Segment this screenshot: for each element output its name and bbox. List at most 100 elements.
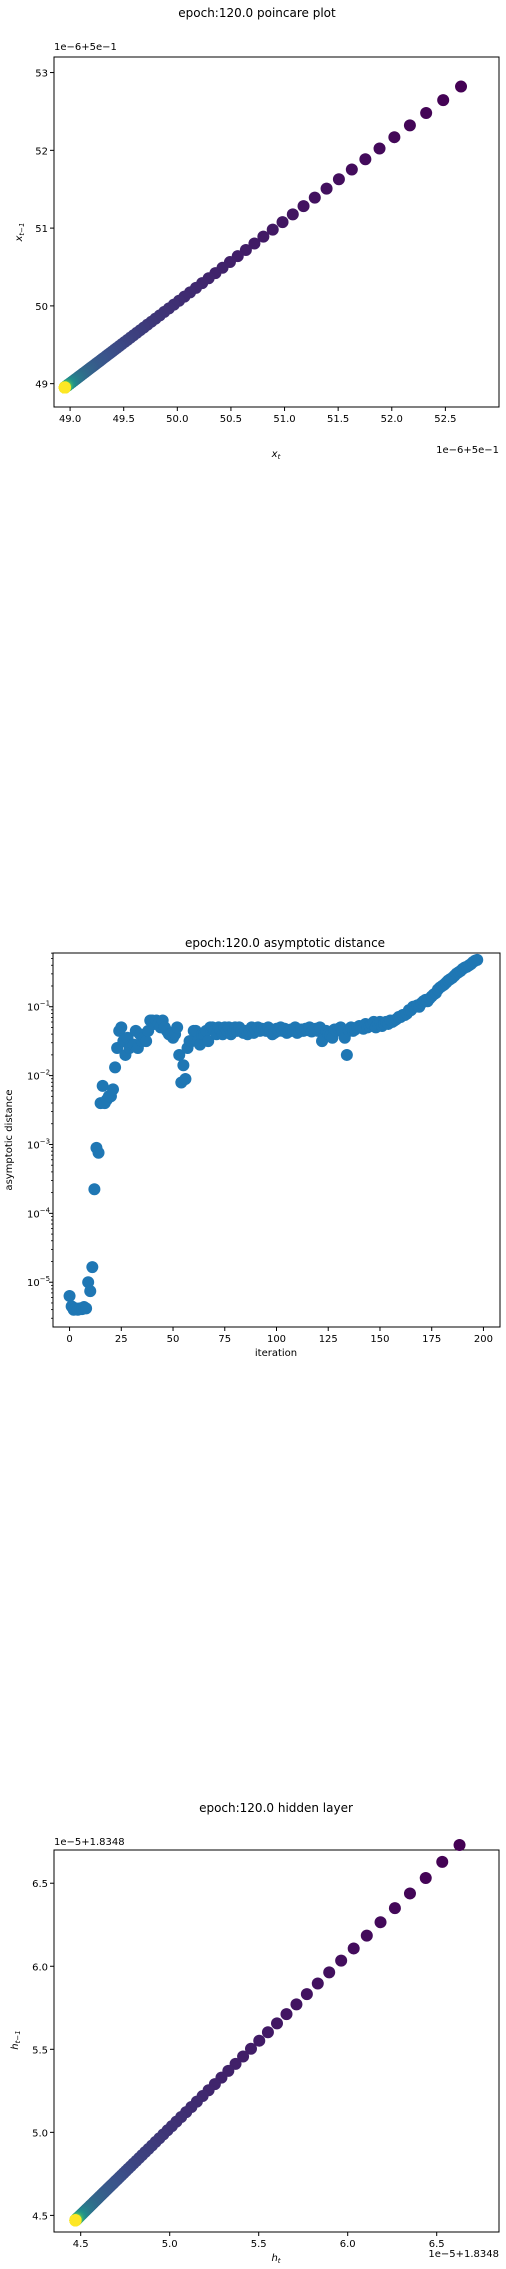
x-tick-label: 25 — [115, 1334, 128, 1345]
data-point — [437, 94, 450, 107]
data-point — [311, 1977, 324, 1990]
data-point — [286, 208, 299, 221]
x-tick-label: 100 — [267, 1334, 286, 1345]
data-point — [340, 1048, 353, 1061]
x-tick-label: 51.0 — [273, 414, 295, 425]
data-point — [388, 131, 401, 144]
plot-frame — [53, 1849, 500, 2233]
data-point — [471, 953, 484, 966]
y-tick-label: 4.5 — [32, 2211, 48, 2222]
data-point — [177, 1059, 190, 1072]
y-tick-label: 6.5 — [32, 1879, 48, 1890]
y-tick-label: 10−3 — [27, 1137, 50, 1151]
x-axis-label: iteration — [255, 1348, 297, 1359]
data-point — [320, 182, 333, 195]
data-point — [276, 216, 289, 229]
data-point — [80, 1302, 93, 1315]
data-point — [335, 1954, 348, 1967]
data-point — [69, 2214, 82, 2227]
x-tick-label: 150 — [370, 1334, 389, 1345]
y-tick-label: 50 — [35, 302, 48, 313]
data-point — [388, 1902, 401, 1915]
data-point — [248, 237, 261, 250]
x-tick-label: 200 — [474, 1334, 493, 1345]
data-point — [63, 1290, 76, 1303]
x-axis-label: xt — [271, 449, 281, 461]
y-tick-label: 10−2 — [27, 1069, 50, 1083]
data-point — [271, 2017, 283, 2030]
data-points — [69, 1839, 466, 2227]
data-point — [179, 1073, 192, 1086]
data-point — [419, 1872, 432, 1885]
y-tick-label: 52 — [35, 146, 48, 157]
data-point — [261, 2026, 274, 2039]
data-point — [109, 1061, 122, 1074]
x-tick-label: 125 — [319, 1334, 338, 1345]
data-point — [323, 1966, 336, 1979]
x-tick-label: 50 — [167, 1334, 180, 1345]
data-point — [171, 1021, 184, 1034]
x-tick-label: 75 — [218, 1334, 231, 1345]
x-tick-label: 50.5 — [220, 414, 242, 425]
data-point — [257, 230, 270, 243]
data-point — [297, 200, 310, 213]
x-tick-label: 52.5 — [434, 414, 456, 425]
y-tick-label: 10−1 — [27, 1000, 50, 1014]
data-point — [107, 1083, 120, 1096]
data-point — [453, 1839, 466, 1852]
x-tick-label: 50.0 — [166, 414, 188, 425]
data-point — [300, 1988, 313, 2001]
plot-frame — [52, 952, 501, 1328]
data-point — [86, 1261, 99, 1274]
y-tick-label: 6.0 — [32, 1962, 48, 1973]
data-point — [92, 1146, 105, 1159]
data-point — [140, 1035, 153, 1048]
data-point — [347, 1942, 360, 1955]
axis-ticks: 49.0 49.5 50.0 50.5 51.0 51.5 52.0 52.5 49 50 51 52… — [35, 69, 456, 425]
y-tick-label: 5.0 — [32, 2128, 48, 2139]
data-point — [244, 2042, 257, 2055]
plot-frame — [53, 56, 500, 408]
x-tick-label: 5.5 — [251, 2239, 267, 2250]
data-point — [266, 223, 279, 236]
data-point — [359, 153, 372, 166]
data-point — [436, 1855, 449, 1868]
x-offset-text: 1e−5+1.8348 — [428, 2249, 499, 2260]
x-tick-label: 52.0 — [381, 414, 403, 425]
chart-title: epoch:120.0 hidden layer — [199, 1801, 353, 1815]
x-tick-label: 6.5 — [429, 2239, 445, 2250]
y-tick-label: 53 — [35, 69, 48, 80]
data-point — [345, 163, 358, 176]
x-tick-label: 6.0 — [340, 2239, 356, 2250]
asymptotic-distance-plot: epoch:120.0 asymptotic distance 0 25 50 75 1… — [4, 936, 501, 1359]
data-point — [290, 1998, 303, 2011]
data-point — [239, 243, 252, 256]
data-point — [455, 80, 468, 93]
poincare-plot: epoch:120.0 poincare plot 1e−6+5e−1 49.0… — [14, 6, 500, 461]
x-tick-label: 175 — [422, 1334, 441, 1345]
data-point — [403, 1887, 416, 1900]
data-point — [332, 173, 345, 186]
y-axis-label: xt−1 — [14, 223, 26, 243]
y-tick-label: 51 — [35, 224, 48, 235]
x-tick-label: 4.5 — [73, 2239, 89, 2250]
x-tick-label: 5.0 — [162, 2239, 178, 2250]
x-tick-label: 49.5 — [113, 414, 135, 425]
data-point — [58, 381, 71, 394]
axis-ticks: 4.5 5.0 5.5 6.0 6.5 4.5 5.0 5.5 6.0 6.5 — [32, 1879, 445, 2250]
y-tick-label: 10−4 — [27, 1206, 51, 1220]
y-axis-label: asymptotic distance — [4, 1089, 15, 1190]
data-point — [96, 1079, 109, 1092]
data-point — [360, 1929, 373, 1942]
data-points — [63, 953, 484, 1316]
data-point — [420, 107, 433, 120]
x-offset-text: 1e−6+5e−1 — [436, 445, 499, 456]
x-tick-label: 0 — [66, 1334, 72, 1345]
data-point — [84, 1285, 97, 1298]
data-point — [82, 1276, 95, 1289]
data-point — [280, 2008, 293, 2021]
y-tick-label: 5.5 — [32, 2045, 48, 2056]
x-axis-label: ht — [271, 2253, 280, 2265]
data-point — [374, 1916, 387, 1929]
x-tick-label: 51.5 — [327, 414, 349, 425]
